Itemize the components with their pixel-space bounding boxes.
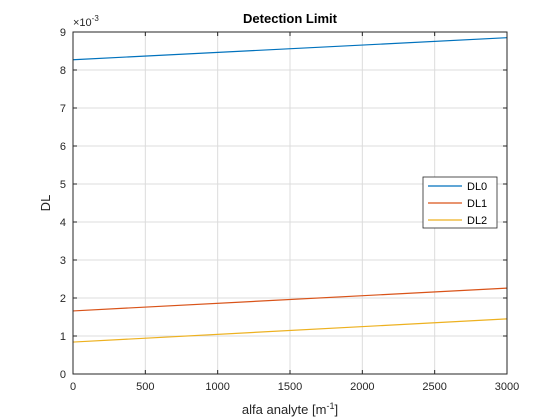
x-axis-label-base: alfa analyte [m — [242, 402, 327, 417]
y-exponent-base: ×10 — [73, 17, 92, 29]
y-tick-label: 1 — [60, 331, 66, 343]
axis-ticks: 0 500 1000 1500 2000 2500 3000 0 1 2 3 4 5 6 7 8 9 — [60, 27, 519, 393]
legend-label-dl0: DL0 — [467, 181, 487, 193]
y-tick-label: 7 — [60, 103, 66, 115]
y-tick-label: 6 — [60, 141, 66, 153]
x-tick-label: 500 — [136, 381, 154, 393]
x-tick-label: 2000 — [350, 381, 374, 393]
y-exponent-label: ×10-3 — [73, 14, 99, 29]
y-axis-label: DL — [38, 195, 53, 212]
chart-title: Detection Limit — [243, 11, 338, 26]
x-tick-label: 1000 — [205, 381, 229, 393]
y-tick-label: 8 — [60, 65, 66, 77]
series-lines — [72, 37, 508, 343]
y-tick-label: 0 — [60, 369, 66, 381]
series-line-dl0 — [72, 37, 508, 61]
x-tick-label: 3000 — [495, 381, 519, 393]
y-tick-label: 2 — [60, 293, 66, 305]
y-tick-label: 4 — [60, 217, 66, 229]
x-tick-label: 1500 — [278, 381, 302, 393]
legend: DL0 DL1 DL2 — [422, 176, 498, 229]
series-line-dl1 — [72, 287, 508, 312]
series-line-dl2 — [72, 318, 508, 343]
x-tick-label: 2500 — [422, 381, 446, 393]
x-axis-label: alfa analyte [m-1] — [242, 401, 338, 417]
y-exponent-sup: -3 — [92, 14, 100, 23]
x-axis-label-close: ] — [334, 402, 338, 417]
y-tick-label: 3 — [60, 255, 66, 267]
legend-label-dl2: DL2 — [467, 215, 487, 227]
y-tick-label: 9 — [60, 27, 66, 39]
y-tick-label: 5 — [60, 179, 66, 191]
x-tick-label: 0 — [70, 381, 76, 393]
legend-label-dl1: DL1 — [467, 198, 487, 210]
x-axis-label-sup: -1 — [326, 401, 334, 411]
